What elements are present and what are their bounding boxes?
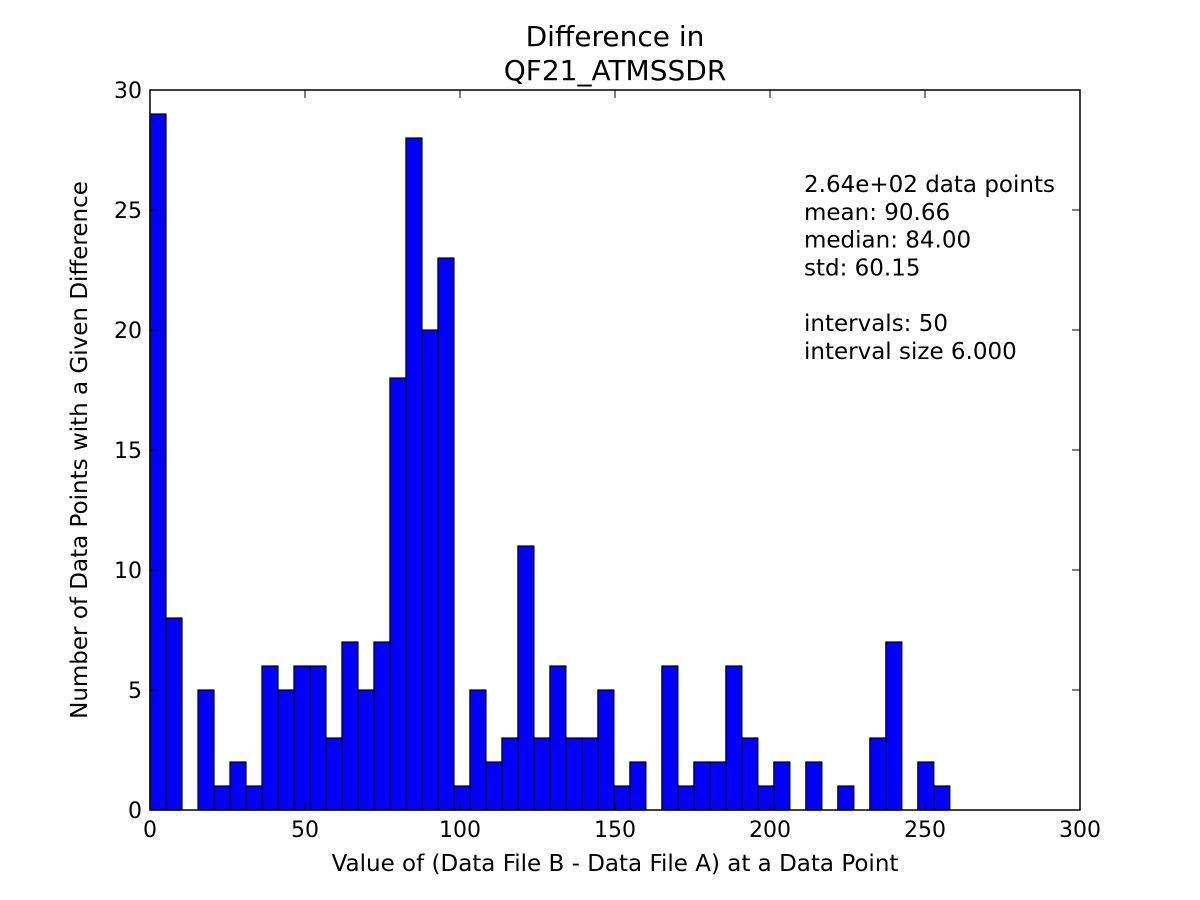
x-tick-label: 150: [594, 818, 636, 843]
y-tick-label: 30: [114, 79, 142, 104]
histogram-bar: [453, 785, 471, 811]
y-axis-label: Number of Data Points with a Given Diffe…: [67, 181, 93, 719]
histogram-bar: [581, 737, 599, 811]
histogram-bar: [373, 641, 391, 811]
histogram-bar: [501, 737, 519, 811]
histogram-bar: [517, 545, 535, 811]
x-tick-label: 0: [143, 818, 157, 843]
histogram-bar: [197, 689, 215, 811]
histogram-bar: [261, 665, 279, 811]
histogram-bar: [613, 785, 631, 811]
histogram-bar: [325, 737, 343, 811]
histogram-bar: [629, 761, 647, 811]
histogram-bar: [213, 785, 231, 811]
histogram-bar: [885, 641, 903, 811]
stats-line: mean: 90.66: [804, 200, 950, 226]
histogram-bar: [485, 761, 503, 811]
histogram-bar: [805, 761, 823, 811]
x-tick-label: 100: [439, 818, 481, 843]
y-tick-label: 10: [114, 559, 142, 584]
x-tick-label: 250: [904, 818, 946, 843]
histogram-bar: [389, 377, 407, 811]
stats-line: median: 84.00: [804, 228, 971, 254]
plot-frame: [149, 89, 1081, 811]
histogram-bar: [773, 761, 791, 811]
stats-line: interval size 6.000: [804, 339, 1017, 365]
histogram-bar: [437, 257, 455, 811]
axis-ticks: 0 50 100 150 200 250 300 0 5 10 15 20 25 30: [114, 79, 1101, 843]
stats-line: std: 60.15: [804, 255, 921, 281]
histogram-bar: [469, 689, 487, 811]
histogram-bar: [869, 737, 887, 811]
y-tick-label: 0: [128, 799, 142, 824]
histogram-bar: [309, 665, 327, 811]
histogram-bar: [565, 737, 583, 811]
y-tick-label: 20: [114, 319, 142, 344]
y-tick-label: 15: [114, 439, 142, 464]
histogram-bar: [709, 761, 727, 811]
histogram-bar: [837, 785, 855, 811]
stats-line: intervals: 50: [804, 311, 948, 337]
histogram-bar: [549, 665, 567, 811]
histogram-bar: [533, 737, 551, 811]
histogram-bar: [277, 689, 295, 811]
y-tick-label: 25: [114, 199, 142, 224]
histogram-bar: [341, 641, 359, 811]
histogram-bars: [149, 113, 951, 811]
histogram-bar: [917, 761, 935, 811]
stats-line: 2.64e+02 data points: [804, 172, 1055, 198]
histogram-bar: [741, 737, 759, 811]
histogram-bar: [149, 113, 167, 811]
histogram-bar: [597, 689, 615, 811]
histogram-bar: [165, 617, 183, 811]
x-tick-label: 200: [749, 818, 791, 843]
histogram-bar: [933, 785, 951, 811]
histogram-bar: [693, 761, 711, 811]
x-axis-label: Value of (Data File B - Data File A) at …: [332, 851, 899, 877]
chart-title-line-2: QF21_ATMSSDR: [504, 54, 727, 87]
x-tick-label: 300: [1059, 818, 1101, 843]
histogram-bar: [661, 665, 679, 811]
histogram-bar: [757, 785, 775, 811]
histogram-bar: [293, 665, 311, 811]
histogram-bar: [229, 761, 247, 811]
histogram-bar: [405, 137, 423, 811]
histogram-bar: [245, 785, 263, 811]
histogram-bar: [421, 329, 439, 811]
histogram-bar: [725, 665, 743, 811]
histogram-bar: [357, 689, 375, 811]
histogram-bar: [677, 785, 695, 811]
chart-title-line-1: Difference in: [526, 20, 705, 53]
x-tick-label: 50: [291, 818, 319, 843]
y-tick-label: 5: [128, 679, 142, 704]
